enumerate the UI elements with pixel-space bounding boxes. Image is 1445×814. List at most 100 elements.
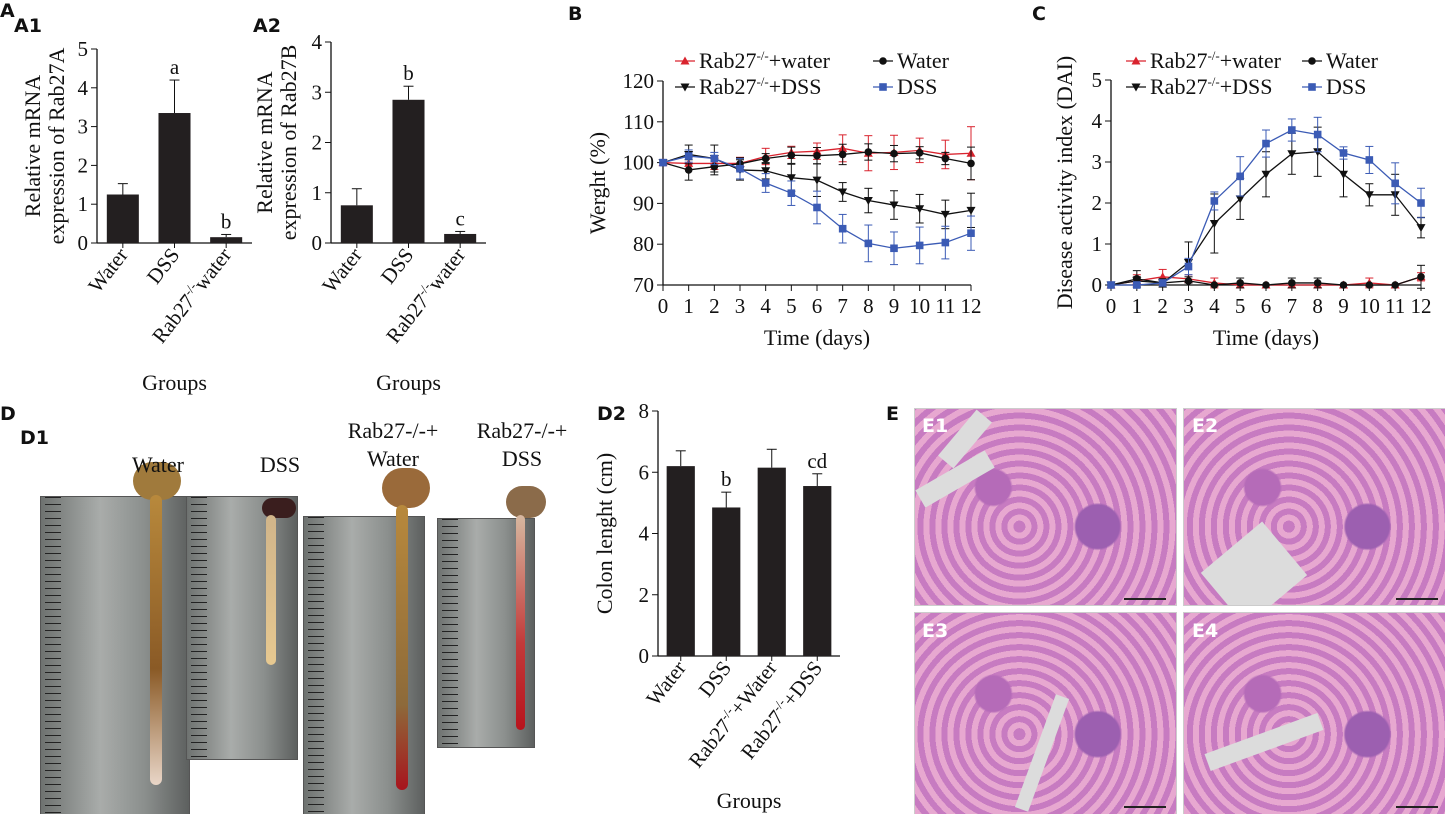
data-point [813,151,821,160]
y-axis-label: Colon lenght (cm) [592,453,617,614]
data-point [967,159,975,168]
histology-image-e3 [914,612,1177,814]
legend-label: Water [1326,48,1379,73]
bar [666,466,695,656]
data-point [1288,279,1296,287]
data-point [736,164,744,173]
x-tick-label: DSS [376,243,419,288]
y-tick-label: 100 [623,151,655,175]
data-point [787,189,796,197]
x-tick-label: 1 [683,294,694,318]
legend-marker [1308,57,1316,65]
data-point [864,239,873,248]
data-point [915,149,924,157]
x-axis-label: Groups [376,370,441,395]
data-point [1158,279,1167,287]
y-tick-label: 1 [1092,232,1103,256]
scale-bar [1124,806,1166,808]
x-tick-label: Water [317,243,366,297]
y-tick-label: 3 [1092,150,1103,174]
colon-photo-water-body [150,495,162,785]
y-tick-label: 5 [78,37,89,61]
y-axis-label: Werght (%) [585,132,610,234]
panel-label-e: E [886,403,899,425]
y-axis-label-line2: expression of Rab27A [44,48,69,245]
data-point [1365,156,1374,164]
x-tick-label: 12 [1411,294,1432,318]
x-axis-label: Time (days) [764,325,870,350]
data-point [1391,281,1399,289]
data-point [761,179,770,187]
data-point [1365,281,1374,289]
data-point [684,166,693,174]
panel-label-e4: E4 [1192,620,1219,642]
y-tick-label: 70 [633,273,654,297]
bar [757,467,786,656]
data-point [1236,172,1244,181]
legend-label: DSS [897,74,937,99]
panel-label-a2: A2 [253,15,281,37]
scale-bar [1124,598,1166,600]
data-point [1313,279,1322,287]
y-tick-label: 2 [312,131,323,155]
y-tick-label: 4 [78,76,89,100]
x-tick-label: DSS [694,656,737,701]
scale-bar [1396,806,1438,808]
x-axis-label: Time (days) [1213,325,1319,350]
y-tick-label: 80 [633,232,654,256]
x-tick-label: 1 [1132,294,1143,318]
legend-marker [1131,83,1141,92]
x-tick-label: 5 [786,294,797,318]
panel-label-a: A [0,0,15,22]
data-point [915,241,924,250]
data-point [659,158,667,167]
data-point [967,229,975,237]
x-tick-label: 10 [1359,294,1380,318]
significance-label: b [721,467,732,491]
x-tick-label: 2 [1157,294,1168,318]
photo-label-rab-dss-2: DSS [502,446,542,471]
legend-label: Rab27-/-+water [699,48,831,73]
data-point [941,154,950,163]
panel-label-c: C [1032,3,1046,25]
y-tick-label: 0 [312,231,323,255]
bar [712,507,741,656]
y-tick-label: 1 [78,192,89,216]
x-tick-label: 9 [889,294,900,318]
x-tick-label: 10 [909,294,930,318]
scale-bar [1396,598,1438,600]
histology-image-e2 [1183,408,1445,606]
data-point [1107,281,1115,289]
x-axis-label: Groups [717,788,782,813]
data-point [889,201,899,210]
significance-label: b [403,61,414,85]
y-tick-label: 120 [623,69,655,93]
data-point [1416,224,1426,233]
data-point [1417,199,1425,207]
legend-label: Rab27-/-+water [1150,48,1282,73]
bar [210,237,243,243]
data-point [1236,279,1244,287]
legend-label: Water [897,48,950,73]
panel-label-b: B [568,3,582,25]
y-axis-label: Relative mRNA [252,71,277,213]
colon-photo-rab-water-body [396,505,408,790]
data-point [1288,126,1296,134]
data-point [813,203,821,212]
data-point [1210,197,1219,205]
bar [444,233,477,243]
data-point [838,224,847,233]
data-point [787,151,796,160]
data-point [838,188,848,197]
y-tick-label: 0 [639,644,650,668]
y-axis-label: Relative mRNA [20,75,45,217]
y-tick-label: 2 [1092,191,1103,215]
y-tick-label: 4 [639,522,650,546]
x-tick-label: Water [83,243,132,297]
x-tick-label: 0 [1106,294,1117,318]
x-tick-label: 4 [760,294,771,318]
data-point [890,244,898,253]
legend-marker [1131,56,1141,65]
